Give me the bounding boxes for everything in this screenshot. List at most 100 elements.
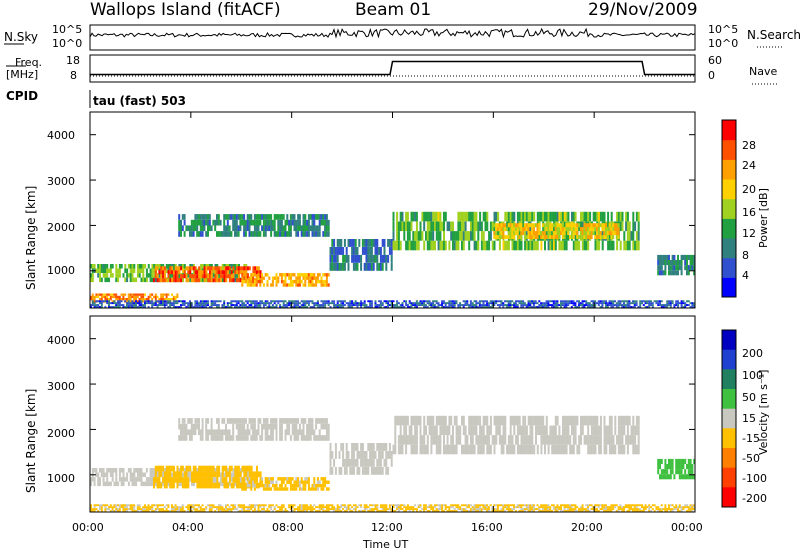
vel-cb-tick-m15: -15	[742, 432, 760, 445]
power-cell	[408, 221, 411, 232]
power-cell	[256, 270, 258, 275]
power-cell	[601, 227, 604, 232]
power-cell	[675, 270, 678, 276]
power-cell	[426, 302, 429, 305]
power-cell	[410, 306, 413, 308]
velocity-cell	[462, 415, 465, 426]
velocity-cell	[234, 481, 237, 487]
power-cell	[693, 270, 696, 276]
power-cell	[307, 231, 310, 237]
power-cell	[115, 295, 118, 299]
velocity-cell	[257, 508, 260, 510]
velocity-cell	[245, 471, 248, 478]
velocity-cell	[327, 487, 330, 491]
power-cell	[441, 221, 444, 232]
power-cell	[390, 254, 393, 263]
power-cell	[90, 273, 92, 278]
velocity-cell	[495, 415, 498, 426]
power-cell	[520, 302, 523, 305]
power-cell	[153, 295, 155, 299]
velocity-cell	[210, 418, 213, 424]
power-cell	[171, 266, 174, 271]
velocity-cell	[536, 508, 539, 510]
velocity-cell	[180, 465, 183, 472]
velocity-cell	[560, 444, 563, 455]
power-cell	[295, 279, 298, 284]
power-cell	[257, 231, 260, 237]
velocity-cell	[133, 508, 136, 510]
velocity-cell	[183, 510, 186, 512]
power-cell	[439, 304, 442, 306]
velocity-cell	[415, 510, 418, 512]
velocity-cell	[437, 444, 440, 455]
power-cell	[244, 219, 247, 226]
power-cell	[196, 306, 199, 308]
velocity-cell	[522, 415, 525, 426]
vel-cb-tick-m50: -50	[742, 452, 760, 465]
power-cell	[617, 227, 620, 232]
power-cell	[520, 227, 523, 232]
velocity-cell	[183, 471, 186, 478]
power-cell	[599, 223, 602, 228]
velocity-cell	[385, 506, 388, 509]
power-cell	[138, 273, 141, 278]
velocity-cell	[169, 471, 172, 478]
power-cell	[498, 231, 501, 241]
power-cell	[514, 227, 517, 232]
velocity-cell	[131, 481, 134, 487]
station-title: Wallops Island (fitACF)	[90, 0, 281, 20]
velocity-cell	[451, 510, 454, 512]
power-cell	[236, 278, 239, 283]
velocity-cell	[596, 425, 599, 436]
power-cell	[127, 293, 130, 296]
power-cell	[309, 225, 312, 232]
power-cell	[270, 302, 273, 305]
velocity-cell	[396, 506, 399, 509]
power-cell	[111, 273, 114, 278]
velocity-cell	[500, 435, 503, 445]
power-cell	[297, 306, 300, 308]
power-cell	[461, 240, 463, 251]
velocity-cell	[522, 508, 525, 510]
power-cell	[387, 302, 390, 305]
velocity-cell	[669, 474, 672, 480]
power-cell	[513, 306, 516, 308]
power-cell	[351, 306, 354, 308]
power-cell	[505, 306, 508, 308]
velocity-cell	[405, 508, 408, 510]
velocity-cell	[365, 504, 368, 507]
power-cell	[142, 298, 145, 301]
velocity-cell	[372, 466, 375, 475]
power-cell	[100, 277, 103, 283]
power-cell	[634, 221, 637, 232]
velocity-cell	[495, 510, 498, 512]
power-cell	[207, 264, 210, 269]
power-cell	[693, 304, 696, 306]
velocity-cell	[608, 435, 611, 445]
power-cell	[478, 306, 481, 308]
velocity-cell	[153, 468, 156, 473]
power-cell	[513, 302, 516, 305]
velocity-cell	[261, 480, 264, 484]
power-cell	[100, 298, 103, 301]
power-cell	[637, 221, 640, 232]
power-cell	[255, 302, 258, 305]
power-cell	[142, 277, 145, 283]
power-cell	[192, 268, 195, 273]
velocity-cell	[154, 465, 157, 472]
power-cell	[682, 302, 685, 305]
power-cell	[529, 304, 532, 306]
power-cell	[248, 231, 251, 237]
velocity-cell	[201, 429, 204, 436]
xtick-3: 12:00	[371, 521, 403, 534]
velocity-cell	[100, 506, 103, 509]
velocity-cell	[145, 506, 148, 509]
velocity-cell	[214, 429, 217, 436]
velocity-cell	[145, 508, 148, 510]
velocity-cell	[268, 483, 271, 488]
power-cell	[181, 214, 184, 220]
power-cell	[657, 304, 660, 306]
power-cell	[336, 247, 339, 255]
power-cell	[623, 302, 625, 305]
power-cell	[671, 265, 674, 271]
